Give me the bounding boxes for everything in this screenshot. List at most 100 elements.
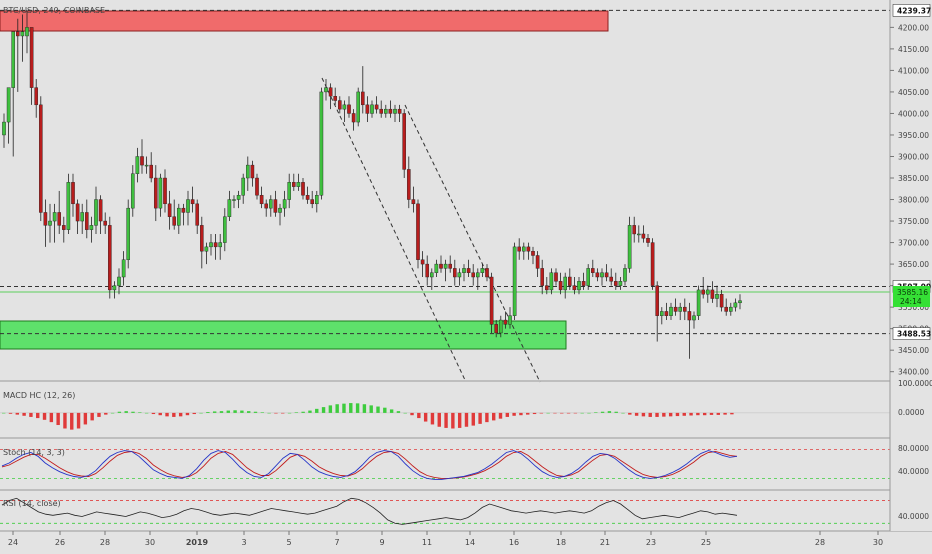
macd-bar [668, 412, 673, 417]
time-tick-label: 26 [55, 538, 65, 547]
candle-body [609, 276, 613, 282]
candle-body [701, 289, 705, 295]
macd-bar [553, 412, 557, 414]
candle-body [655, 285, 659, 316]
candle-body [117, 276, 121, 286]
macd-bar [240, 410, 244, 413]
macd-bar [492, 412, 496, 421]
candle-body [508, 315, 512, 325]
macd-tick-top: 100.0000 [898, 379, 932, 388]
candle-body [384, 108, 388, 114]
macd-bar [594, 412, 598, 413]
candle-body [103, 220, 107, 226]
macd-bar [274, 412, 278, 414]
symbol-title[interactable]: BTC/USD, 240, COINBASE [3, 6, 105, 15]
macd-bar [138, 412, 142, 413]
candle-body [361, 91, 365, 106]
candle-body [554, 272, 558, 282]
candle-body [476, 272, 480, 278]
macd-bar [97, 412, 101, 417]
candle-body [443, 263, 448, 269]
candle-body [729, 306, 733, 312]
time-tick-label: 2019 [186, 538, 209, 547]
macd-bar [662, 412, 666, 417]
macd-label[interactable]: MACD HC (12, 26) [3, 391, 75, 400]
macd-bar [444, 412, 448, 428]
candle-body [522, 246, 526, 252]
macd-bar [185, 412, 190, 416]
candle-body [296, 182, 301, 187]
macd-bar [131, 411, 135, 413]
candle-body [673, 306, 678, 312]
macd-bar [655, 412, 659, 417]
rsi-tick-40: 40.0000 [898, 512, 929, 521]
candle-body [245, 164, 250, 179]
candle-body [315, 195, 319, 205]
candle-body [52, 212, 57, 222]
candle-body [517, 246, 521, 252]
macd-bar [546, 412, 550, 414]
macd-bar [689, 412, 693, 416]
macd-bar [308, 410, 312, 413]
price-axis-background [890, 0, 932, 531]
indicator-axis[interactable]: 100.0000 0.0000 80.0000 40.0000 40.0000 [898, 379, 932, 521]
last-price-label: 3585.16 [897, 288, 928, 297]
candle-body [379, 108, 384, 114]
macd-bar [144, 412, 149, 414]
rsi-lines [0, 497, 890, 525]
candle-body [719, 294, 724, 308]
candle-body [715, 294, 719, 299]
candle-body [457, 272, 462, 278]
candle-body [66, 182, 71, 230]
candle-body [80, 212, 84, 222]
time-tick-label: 14 [465, 538, 475, 547]
candle-body [292, 182, 296, 187]
candle-body [34, 87, 38, 106]
macd-bar [573, 412, 578, 414]
candle-body [213, 242, 218, 248]
candle-body [351, 113, 356, 123]
macd-bar [451, 412, 455, 429]
price-tick-label: 3650.00 [898, 260, 929, 269]
candle-body [535, 255, 540, 269]
macd-bar [730, 412, 734, 415]
candle-body [319, 91, 324, 196]
candle-body [301, 182, 305, 196]
macd-bar [587, 412, 591, 414]
candle-body [282, 199, 287, 209]
candle-body [324, 87, 328, 93]
pane-separators [0, 380, 932, 532]
macd-bar [165, 412, 169, 417]
macd-bar [566, 412, 571, 414]
rsi-label[interactable]: RSI (14, close) [3, 499, 61, 508]
candle-body [112, 285, 117, 291]
candle-body [678, 306, 682, 312]
candle-body [347, 104, 351, 114]
macd-bar [56, 412, 60, 426]
candle-body [181, 207, 186, 213]
macd-bar [29, 412, 33, 417]
macd-bar [287, 412, 292, 414]
candle-body [466, 268, 471, 273]
stoch-label[interactable]: Stoch (14, 3, 3) [3, 448, 65, 457]
macd-bar [22, 412, 26, 416]
macd-bar [342, 403, 346, 413]
price-tick-label: 3850.00 [898, 174, 929, 183]
macd-bar [628, 412, 632, 415]
macd-bar [423, 412, 428, 422]
time-axis[interactable]: 24 26 28 30 2019 3 5 7 9 11 14 16 18 21 23 25 28 30 [8, 531, 883, 547]
candle-body [186, 199, 190, 213]
candle-body [503, 319, 508, 325]
macd-bar [519, 412, 523, 416]
candle-body [393, 108, 397, 114]
candle-body [586, 268, 590, 286]
candle-body [176, 207, 181, 226]
macd-bar [192, 412, 196, 415]
candle-body [94, 199, 98, 226]
macd-bar [335, 404, 339, 413]
candle-body [563, 276, 567, 291]
macd-bar [369, 405, 373, 413]
